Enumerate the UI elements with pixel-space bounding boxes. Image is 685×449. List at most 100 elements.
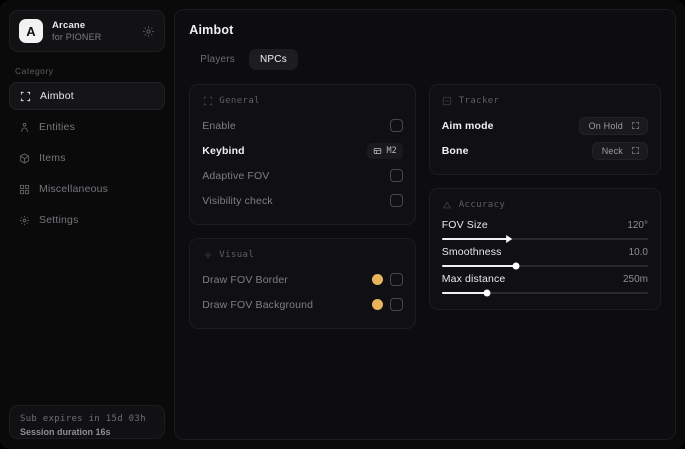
card-header: Accuracy bbox=[442, 199, 648, 210]
slider-track[interactable] bbox=[441, 235, 648, 243]
fov-background-color-swatch[interactable] bbox=[371, 299, 383, 310]
subscription-status-card: Sub expires in 15d 03h Session duration … bbox=[9, 405, 166, 439]
slider-knob[interactable] bbox=[505, 235, 512, 243]
left-column: General Enable Keybind bbox=[189, 84, 416, 329]
row-label: Draw FOV Border bbox=[202, 273, 288, 286]
draw-fov-border-checkbox[interactable] bbox=[389, 273, 403, 286]
slider-knob[interactable] bbox=[512, 262, 520, 270]
slider-value: 10.0 bbox=[628, 247, 648, 258]
bone-value: Neck bbox=[601, 145, 623, 156]
slider-label: FOV Size bbox=[441, 219, 488, 231]
card-title: Visual bbox=[219, 249, 255, 260]
slider-value: 250m bbox=[622, 274, 648, 285]
box-icon bbox=[18, 152, 30, 164]
sidebar-spacer bbox=[9, 237, 165, 405]
slider-fill bbox=[441, 238, 508, 240]
sidebar-item-label: Miscellaneous bbox=[39, 183, 109, 195]
gear-icon[interactable] bbox=[141, 24, 155, 38]
crosshair-icon bbox=[202, 95, 213, 106]
slider-header: Max distance 250m bbox=[442, 273, 648, 285]
card-accuracy: Accuracy FOV Size 120° bbox=[428, 188, 661, 310]
expand-icon bbox=[631, 146, 640, 155]
sidebar-item-label: Settings bbox=[39, 214, 79, 226]
sidebar-item-label: Items bbox=[39, 152, 66, 164]
page-title: Aimbot bbox=[189, 23, 234, 37]
eye-icon bbox=[202, 249, 213, 260]
card-title: Tracker bbox=[458, 95, 500, 106]
subscription-expiry: Sub expires in 15d 03h bbox=[20, 414, 146, 424]
slider-smoothness[interactable]: Smoothness 10.0 bbox=[441, 244, 648, 271]
gear-icon bbox=[18, 214, 30, 226]
session-duration: Session duration 16s bbox=[20, 427, 111, 437]
tab-bar: Players NPCs bbox=[189, 49, 661, 70]
adaptive-fov-checkbox[interactable] bbox=[389, 169, 403, 182]
sidebar-item-items[interactable]: Items bbox=[9, 144, 165, 172]
slider-fill bbox=[441, 265, 516, 267]
grid-icon bbox=[18, 183, 30, 195]
cards-grid: General Enable Keybind bbox=[189, 84, 661, 329]
target-frame-icon bbox=[442, 95, 453, 106]
card-general: General Enable Keybind bbox=[189, 84, 416, 225]
row-enable[interactable]: Enable bbox=[202, 113, 403, 138]
avatar: A bbox=[19, 19, 43, 43]
person-icon bbox=[18, 121, 30, 133]
visibility-check-checkbox[interactable] bbox=[389, 194, 403, 207]
slider-value: 120° bbox=[627, 220, 648, 231]
row-draw-fov-background[interactable]: Draw FOV Background bbox=[202, 292, 403, 317]
row-control bbox=[389, 194, 403, 207]
sidebar: A Arcane for PIONER Category Aimbot bbox=[0, 0, 175, 449]
row-label: Enable bbox=[202, 119, 236, 132]
sidebar-item-aimbot[interactable]: Aimbot bbox=[9, 82, 166, 110]
aim-mode-value: On Hold bbox=[588, 120, 623, 131]
row-bone[interactable]: Bone Neck bbox=[442, 138, 648, 163]
row-aim-mode[interactable]: Aim mode On Hold bbox=[442, 113, 648, 138]
row-control: M2 bbox=[367, 142, 403, 159]
sidebar-item-settings[interactable]: Settings bbox=[9, 206, 165, 234]
aim-mode-select[interactable]: On Hold bbox=[578, 116, 648, 135]
slider-fill bbox=[441, 292, 488, 294]
sidebar-item-entities[interactable]: Entities bbox=[9, 113, 165, 141]
user-meta: Arcane for PIONER bbox=[52, 20, 132, 42]
card-header: Visual bbox=[202, 249, 402, 260]
mouse-icon bbox=[373, 147, 382, 155]
card-header: Tracker bbox=[442, 95, 648, 106]
card-visual: Visual Draw FOV Border Draw FOV Backgrou… bbox=[189, 238, 416, 329]
sidebar-item-miscellaneous[interactable]: Miscellaneous bbox=[9, 175, 165, 203]
row-draw-fov-border[interactable]: Draw FOV Border bbox=[202, 267, 403, 292]
row-adaptive-fov[interactable]: Adaptive FOV bbox=[202, 163, 403, 188]
main-panel: Aimbot Players NPCs General bbox=[174, 9, 676, 440]
card-tracker: Tracker Aim mode On Hold bbox=[428, 84, 661, 175]
row-label: Keybind bbox=[202, 144, 245, 157]
slider-track[interactable] bbox=[441, 289, 648, 297]
tab-npcs[interactable]: NPCs bbox=[249, 49, 298, 70]
row-control bbox=[389, 119, 403, 132]
slider-label: Max distance bbox=[441, 273, 506, 285]
slider-header: Smoothness 10.0 bbox=[442, 246, 648, 258]
slider-fov-size[interactable]: FOV Size 120° bbox=[441, 217, 648, 244]
user-subtitle: for PIONER bbox=[52, 32, 102, 42]
row-keybind[interactable]: Keybind M2 bbox=[202, 138, 403, 163]
sidebar-item-label: Entities bbox=[39, 121, 76, 133]
right-column: Tracker Aim mode On Hold bbox=[428, 84, 661, 310]
row-visibility-check[interactable]: Visibility check bbox=[202, 188, 403, 213]
row-label: Bone bbox=[441, 144, 469, 157]
draw-fov-background-checkbox[interactable] bbox=[389, 298, 403, 311]
slider-label: Smoothness bbox=[441, 246, 502, 258]
sidebar-item-label: Aimbot bbox=[40, 90, 74, 102]
slider-max-distance[interactable]: Max distance 250m bbox=[441, 271, 648, 298]
user-name: Arcane bbox=[52, 20, 86, 31]
user-card[interactable]: A Arcane for PIONER bbox=[9, 10, 166, 52]
keybind-badge[interactable]: M2 bbox=[367, 142, 403, 159]
card-title: Accuracy bbox=[458, 199, 506, 210]
slider-knob[interactable] bbox=[483, 289, 491, 297]
card-header: General bbox=[202, 95, 402, 106]
fov-border-color-swatch[interactable] bbox=[371, 274, 383, 285]
card-title: General bbox=[219, 95, 260, 106]
slider-track[interactable] bbox=[441, 262, 648, 270]
enable-checkbox[interactable] bbox=[389, 119, 403, 132]
tab-players[interactable]: Players bbox=[200, 54, 236, 65]
keybind-value: M2 bbox=[386, 145, 397, 156]
row-label: Draw FOV Background bbox=[202, 298, 314, 311]
bone-select[interactable]: Neck bbox=[591, 141, 648, 160]
